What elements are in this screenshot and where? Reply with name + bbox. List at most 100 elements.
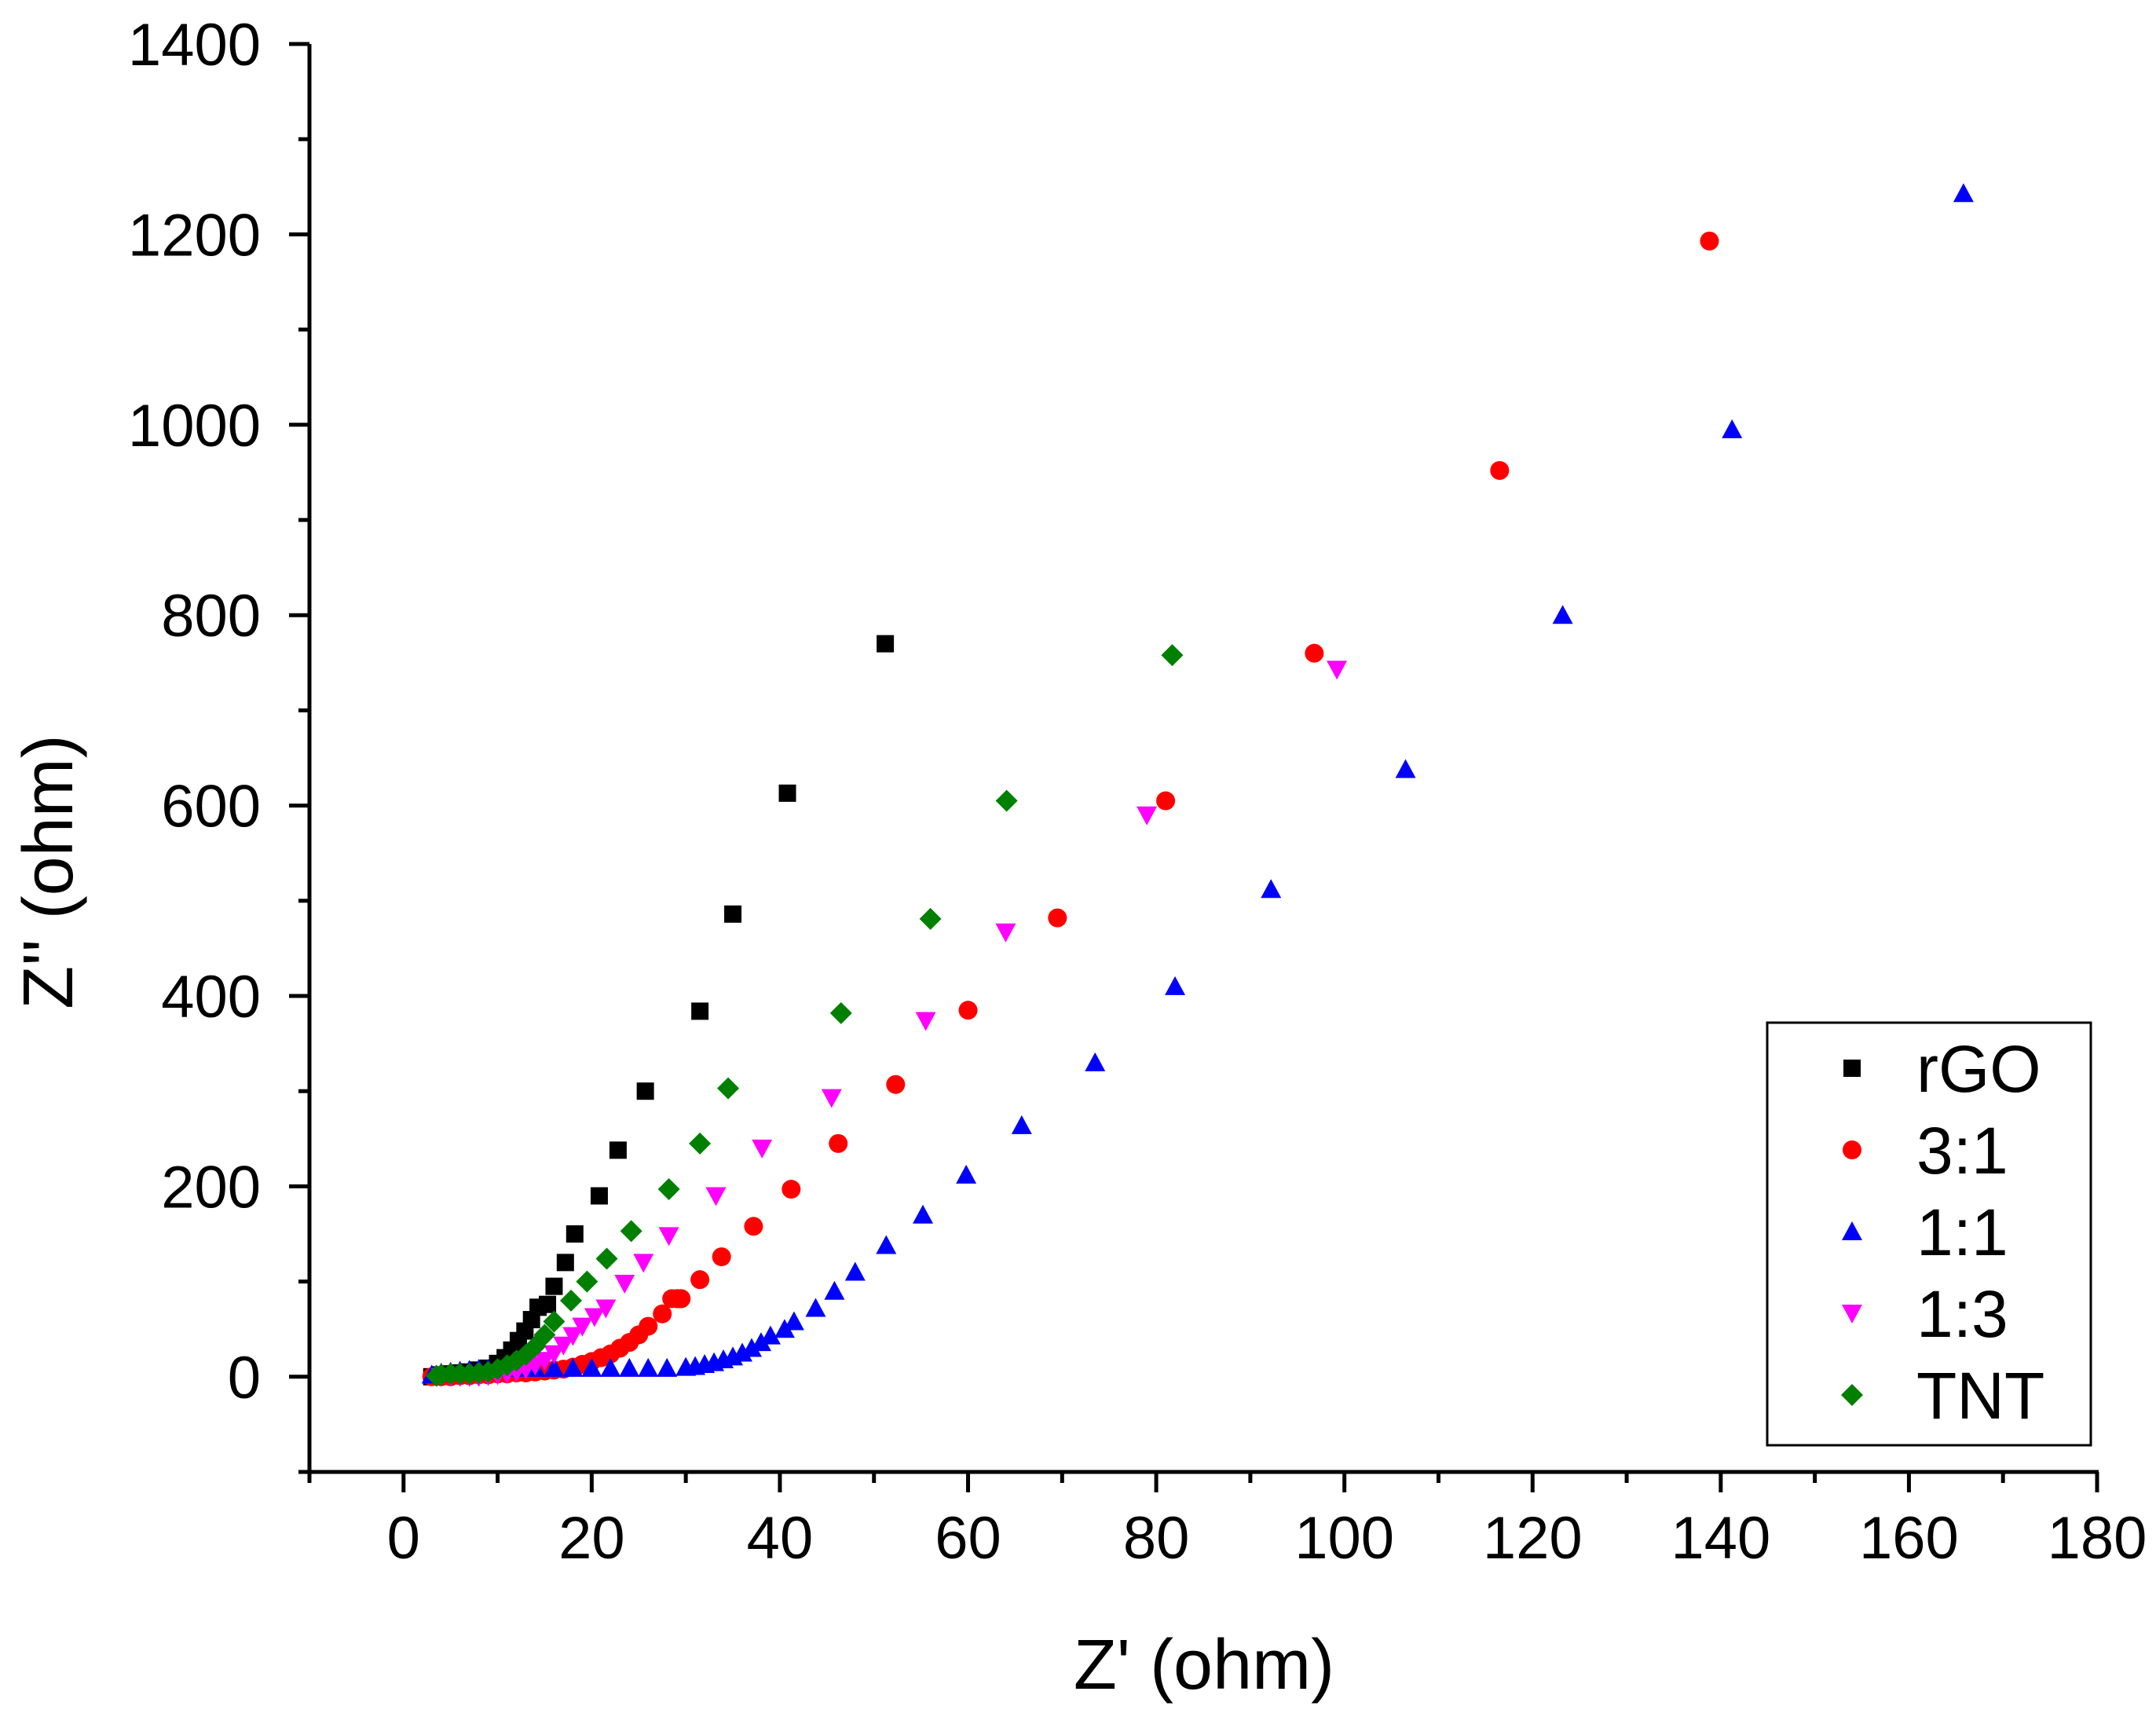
data-point bbox=[590, 1187, 608, 1205]
data-point bbox=[619, 1357, 640, 1377]
axes: 0 20 40 60 80 100 120 140 160 180 0 200 400 600 800 100… bbox=[128, 12, 2147, 1572]
legend-marker bbox=[1843, 1060, 1861, 1077]
data-point bbox=[1700, 231, 1719, 251]
data-point bbox=[633, 1254, 654, 1273]
data-point bbox=[576, 1270, 598, 1293]
legend-item: TNT bbox=[1841, 1359, 2044, 1433]
data-point bbox=[958, 1001, 978, 1020]
data-point bbox=[544, 1357, 565, 1377]
data-point bbox=[668, 1289, 687, 1309]
data-point bbox=[956, 1164, 977, 1184]
data-point bbox=[717, 1077, 740, 1100]
data-point bbox=[783, 1311, 804, 1331]
data-point bbox=[778, 784, 796, 802]
data-point bbox=[1305, 643, 1324, 663]
data-point bbox=[724, 905, 742, 923]
data-point bbox=[821, 1089, 842, 1108]
data-point bbox=[1490, 460, 1510, 480]
data-point bbox=[533, 1323, 556, 1346]
y-tick-label: 400 bbox=[161, 964, 261, 1031]
data-point bbox=[919, 907, 942, 930]
x-tick-label: 180 bbox=[2048, 1505, 2147, 1572]
data-point bbox=[995, 923, 1016, 943]
data-point bbox=[572, 1317, 593, 1337]
data-point bbox=[544, 1345, 565, 1364]
y-tick-label: 1200 bbox=[128, 202, 261, 269]
data-point bbox=[691, 1002, 709, 1020]
data-point bbox=[829, 1133, 848, 1153]
data-point bbox=[620, 1220, 642, 1243]
data-point bbox=[760, 1325, 781, 1345]
data-point bbox=[876, 1235, 897, 1254]
x-axis-title: Z' (ohm) bbox=[1074, 1626, 1334, 1704]
data-point bbox=[534, 1352, 555, 1371]
series-rgo bbox=[423, 635, 895, 1386]
x-tick-label: 140 bbox=[1671, 1505, 1770, 1572]
legend-box bbox=[1766, 1021, 2092, 1447]
x-tick-label: 40 bbox=[747, 1505, 814, 1572]
x-tick-label: 0 bbox=[387, 1505, 420, 1572]
series-1-1 bbox=[421, 183, 1974, 1384]
y-tick-label: 0 bbox=[228, 1345, 261, 1411]
data-point bbox=[609, 1141, 627, 1159]
x-tick-label: 160 bbox=[1859, 1505, 1959, 1572]
data-point bbox=[543, 1310, 566, 1333]
data-point bbox=[877, 635, 895, 653]
data-point bbox=[653, 1304, 672, 1323]
data-point bbox=[750, 1332, 771, 1352]
data-point bbox=[995, 789, 1018, 812]
data-point bbox=[657, 1178, 680, 1201]
data-point bbox=[741, 1338, 763, 1357]
data-point bbox=[562, 1357, 584, 1377]
data-point bbox=[1953, 183, 1974, 203]
data-point bbox=[1137, 806, 1158, 826]
data-point bbox=[752, 1139, 773, 1159]
legend-marker bbox=[1842, 1305, 1862, 1323]
data-point bbox=[600, 1357, 621, 1377]
legend-marker bbox=[1841, 1384, 1863, 1406]
data-point bbox=[915, 1012, 936, 1031]
data-point bbox=[1552, 605, 1573, 624]
legend-label: 1:1 bbox=[1916, 1195, 2008, 1269]
data-point bbox=[1327, 661, 1348, 680]
data-point bbox=[595, 1247, 618, 1270]
data-point bbox=[636, 1082, 654, 1100]
data-point bbox=[560, 1289, 583, 1312]
y-tick-label: 800 bbox=[161, 583, 261, 650]
data-point bbox=[732, 1342, 753, 1362]
data-point bbox=[913, 1204, 934, 1224]
data-point bbox=[1165, 976, 1186, 995]
data-point bbox=[690, 1270, 710, 1290]
legend: rGO 3:11:1 1:3 TNT bbox=[1766, 1021, 2092, 1447]
legend-item: rGO bbox=[1843, 1032, 2041, 1106]
data-point bbox=[562, 1327, 584, 1346]
data-point bbox=[712, 1247, 731, 1267]
data-point bbox=[553, 1336, 574, 1356]
data-point bbox=[774, 1319, 795, 1338]
data-point bbox=[805, 1298, 826, 1317]
data-point bbox=[545, 1277, 563, 1295]
series-1-3 bbox=[430, 661, 1348, 1387]
series-tnt bbox=[425, 644, 1184, 1387]
legend-label: 3:1 bbox=[1916, 1114, 2008, 1188]
data-point bbox=[824, 1280, 845, 1300]
y-tick-label: 1400 bbox=[128, 12, 261, 79]
data-point bbox=[638, 1357, 659, 1377]
x-tick-label: 60 bbox=[935, 1505, 1001, 1572]
data-point bbox=[1156, 791, 1176, 811]
legend-label: 1:3 bbox=[1916, 1277, 2008, 1351]
data-point bbox=[657, 1357, 678, 1377]
data-point bbox=[1261, 879, 1282, 899]
data-point bbox=[639, 1316, 658, 1336]
legend-marker bbox=[1842, 1221, 1862, 1240]
legend-label: TNT bbox=[1916, 1359, 2044, 1433]
x-tick-label: 100 bbox=[1294, 1505, 1394, 1572]
y-tick-label: 600 bbox=[161, 774, 261, 840]
data-point bbox=[1722, 419, 1743, 438]
data-point bbox=[689, 1132, 712, 1155]
x-tick-label: 120 bbox=[1483, 1505, 1583, 1572]
data-point bbox=[556, 1254, 574, 1272]
data-point bbox=[539, 1295, 557, 1313]
